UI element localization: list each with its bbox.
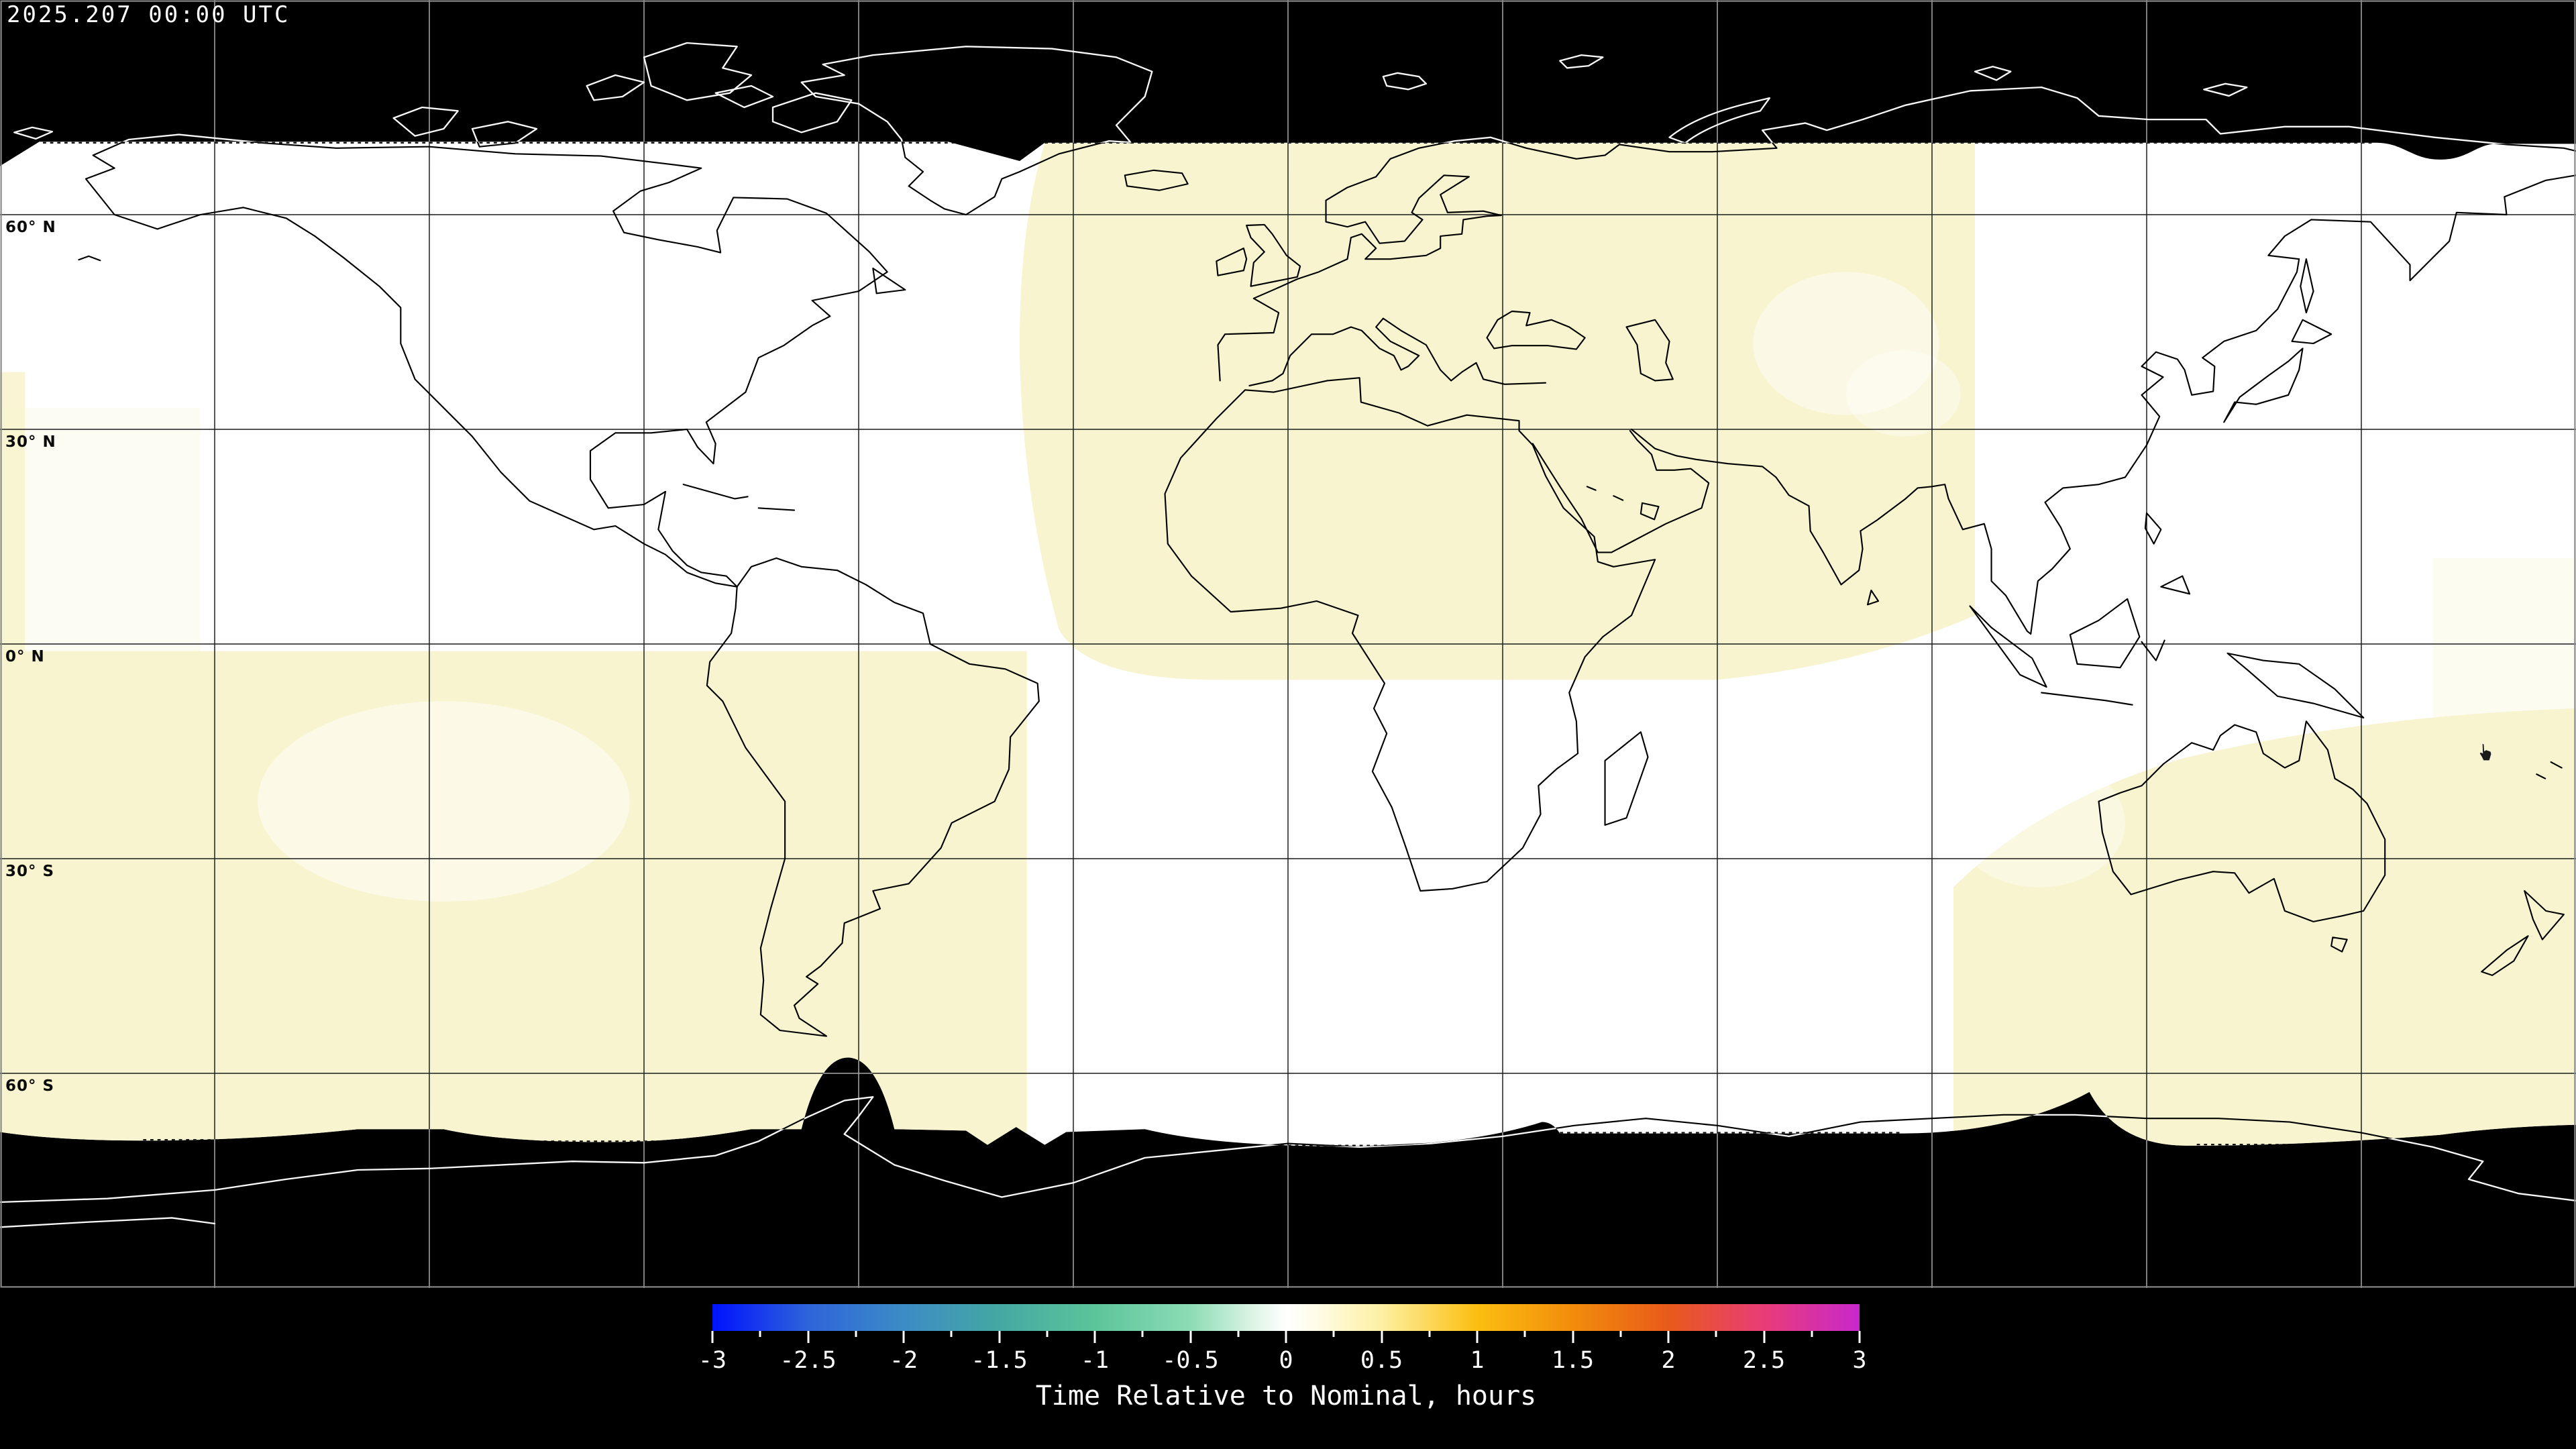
latitude-label: 30° S: [5, 863, 55, 880]
colorbar-tick-label: 2: [1661, 1347, 1676, 1374]
colorbar-major-tick: [1667, 1331, 1670, 1343]
colorbar-minor-tick: [855, 1331, 857, 1337]
colorbar-major-tick: [1572, 1331, 1574, 1343]
colorbar-section: -3 -2.5 -2 -1.5 -1 -0.5 0 0.5 1 1.5 2 2.5 3 Time Rel…: [0, 1288, 2576, 1449]
colorbar-tick-label: -3: [698, 1347, 727, 1374]
colorbar-tick-label: 0: [1279, 1347, 1293, 1374]
latitude-label: 60° N: [5, 219, 56, 236]
map-frame: [0, 0, 2576, 1288]
colorbar-minor-tick: [1619, 1331, 1622, 1337]
colorbar-major-tick: [1381, 1331, 1383, 1343]
colorbar-minor-tick: [1523, 1331, 1526, 1337]
colorbar-major-tick: [1763, 1331, 1765, 1343]
colorbar-minor-tick: [1811, 1331, 1813, 1337]
colorbar-major-tick: [711, 1331, 714, 1343]
lighter-patch-central-asia: [1753, 272, 1939, 415]
colorbar-tick-label: -0.5: [1162, 1347, 1219, 1374]
colorbar-major-tick: [1093, 1331, 1096, 1343]
colorbar-minor-tick: [1237, 1331, 1240, 1337]
swath-boundary-dashes: [43, 142, 2419, 1146]
colorbar-tick-label: -2.5: [780, 1347, 837, 1374]
latitude-label: 0° N: [5, 648, 45, 665]
map-svg: [0, 0, 2576, 1288]
colorbar-minor-tick: [1332, 1331, 1335, 1337]
colorbar-minor-tick: [759, 1331, 761, 1337]
colorbar-tick-label: -2: [889, 1347, 918, 1374]
colorbar-major-tick: [902, 1331, 905, 1343]
colorbar-tick-label: -1: [1080, 1347, 1110, 1374]
latitude-label: 60° S: [5, 1077, 55, 1095]
colorbar-tick-label: 3: [1852, 1347, 1867, 1374]
colorbar-minor-tick: [1428, 1331, 1431, 1337]
colorbar-tick-label: 1: [1470, 1347, 1485, 1374]
colorbar-minor-tick: [950, 1331, 953, 1337]
colorbar-major-tick: [1285, 1331, 1287, 1343]
colorbar-tick-label: 1.5: [1551, 1347, 1595, 1374]
timestamp-label: 2025.207 00:00 UTC: [7, 1, 290, 28]
colorbar-major-tick: [807, 1331, 809, 1343]
colorbar-minor-tick: [1046, 1331, 1049, 1337]
colorbar-major-tick: [998, 1331, 1000, 1343]
colorbar-major-tick: [1858, 1331, 1861, 1343]
value-region-west-wash: [0, 408, 201, 659]
latitude-label: 30° N: [5, 433, 56, 451]
colorbar-major-tick: [1189, 1331, 1191, 1343]
colorbar-major-tick: [1476, 1331, 1479, 1343]
colorbar-minor-tick: [1715, 1331, 1717, 1337]
colorbar-title: Time Relative to Nominal, hours: [1035, 1381, 1537, 1411]
world-map: 2025.207 00:00 UTC 60° N 30° N 0° N 30° S 60…: [0, 0, 2576, 1288]
value-region-southwest-yellow: [0, 651, 1027, 1146]
colorbar-tick-label: -1.5: [971, 1347, 1028, 1374]
value-region-north-yellow: [1019, 143, 1975, 680]
colorbar-gradient: [712, 1304, 1860, 1331]
lighter-patch-south-pacific: [258, 701, 630, 902]
data-layer: [0, 0, 2576, 1146]
colorbar-tick-label: 0.5: [1360, 1347, 1403, 1374]
value-region-west-strip-yellow: [0, 372, 25, 659]
lighter-patch-coral-sea: [1953, 758, 2125, 888]
value-region-southeast-yellow: [1953, 708, 2576, 1146]
lighter-patch-central-asia-2: [1846, 350, 1961, 437]
colorbar-minor-tick: [1141, 1331, 1144, 1337]
mouse-cursor: [2479, 743, 2492, 761]
colorbar-tick-label: 2.5: [1742, 1347, 1786, 1374]
